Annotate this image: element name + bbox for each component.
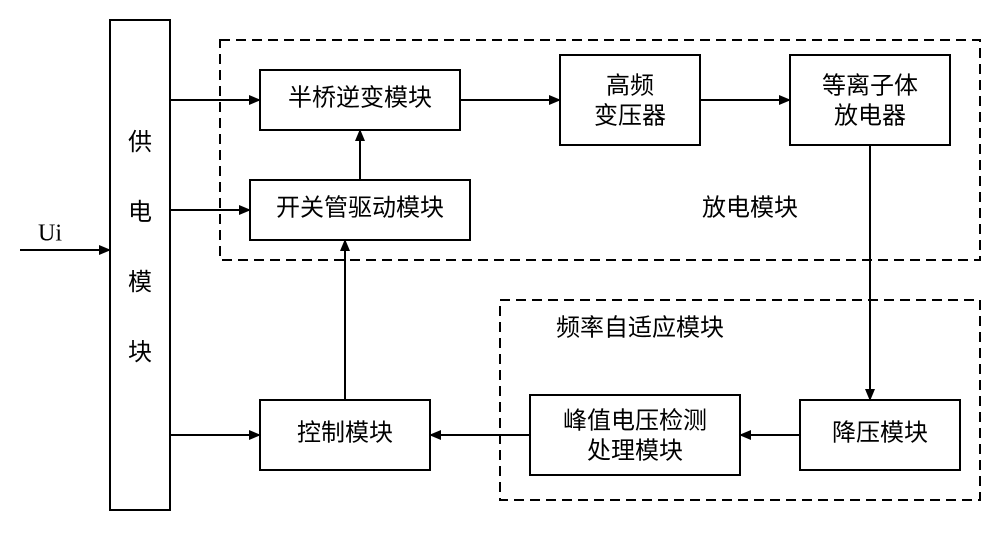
control-label: 控制模块 [297,420,393,447]
plasma-label-2: 放电器 [834,103,906,130]
frequency-adaptive-module-label: 频率自适应模块 [556,315,724,342]
power-supply-char-1: 供 [128,129,152,156]
half-bridge-inverter-module: 半桥逆变模块 [260,70,460,130]
switch-driver-label: 开关管驱动模块 [276,195,444,222]
peak-label-2: 处理模块 [587,438,683,465]
step-down-module: 降压模块 [800,400,960,470]
power-supply-module: 供 电 模 块 [110,20,170,510]
power-supply-char-2: 电 [128,199,152,226]
discharge-module-label: 放电模块 [702,195,798,222]
control-module: 控制模块 [260,400,430,470]
peak-voltage-detect-module: 峰值电压检测 处理模块 [530,395,740,475]
input-ui-label: Ui [38,221,62,247]
power-supply-char-3: 模 [128,269,152,296]
hf-transformer-label-1: 高频 [606,73,654,100]
plasma-discharger: 等离子体 放电器 [790,55,950,145]
switch-driver-module: 开关管驱动模块 [250,180,470,240]
stepdown-label: 降压模块 [832,420,928,447]
high-frequency-transformer: 高频 变压器 [560,55,700,145]
peak-label-1: 峰值电压检测 [563,408,707,435]
block-diagram: 放电模块 频率自适应模块 供 电 模 块 半桥逆变模块 开关管驱动模块 高频 变… [0,0,1000,541]
plasma-label-1: 等离子体 [822,73,918,100]
power-supply-char-4: 块 [128,339,152,366]
hf-transformer-label-2: 变压器 [594,103,666,130]
half-bridge-label: 半桥逆变模块 [288,85,432,112]
